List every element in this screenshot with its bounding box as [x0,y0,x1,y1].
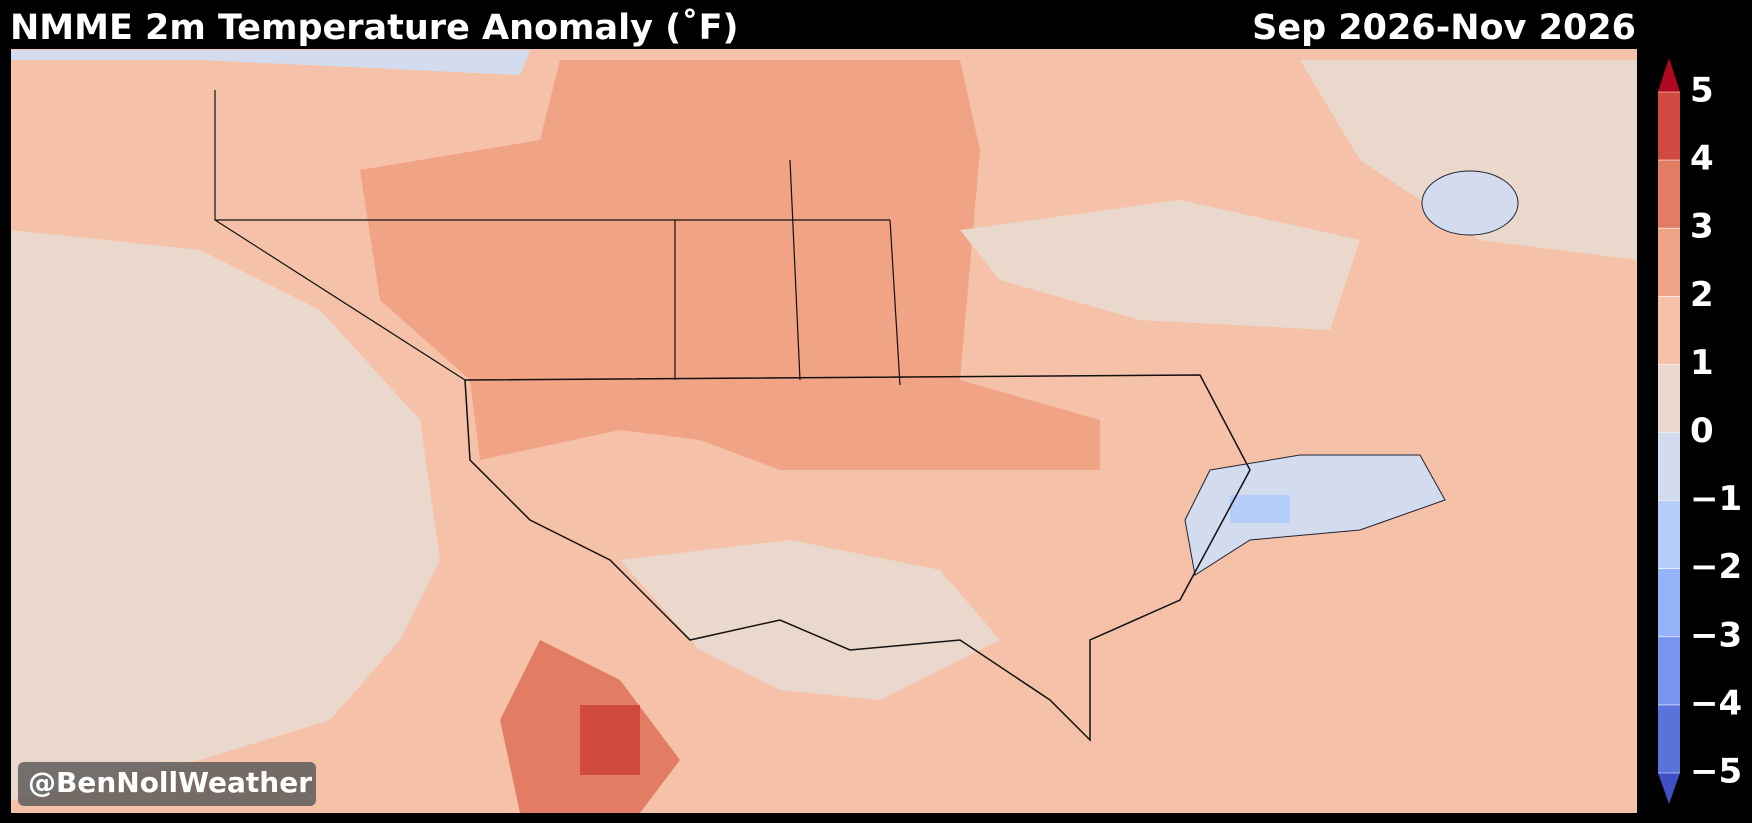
colorbar-tick-label: 5 [1690,71,1714,111]
colorbar-tick-label: 3 [1690,207,1714,247]
colorbar-bin [1658,636,1680,705]
arctic-cool-region [11,50,530,75]
period: Sep 2026-Nov 2026 [1252,8,1636,48]
ice-region [1421,170,1519,236]
colorbar-bin [1658,500,1680,569]
atlantic-cold-spot [1230,495,1290,523]
watermark: @BenNollWeather [28,766,312,799]
map: @BenNollWeather [11,49,1637,813]
colorbar-tick-label: −2 [1690,547,1742,587]
us-outline [464,374,1251,742]
colorbar-bin [1658,296,1680,365]
greenland-region [1300,60,1637,260]
colorbar-tick-label: 1 [1690,343,1714,383]
colorbar-bin [1658,568,1680,637]
watermark-box [18,762,316,806]
colorbar-tick-label: −4 [1690,683,1742,723]
colorbar-tick-label: 4 [1690,139,1714,179]
colorbar-tick-label: −5 [1690,752,1742,792]
colorbar-tick-label: −3 [1690,615,1742,655]
colorbar-bin [1658,92,1680,161]
borders [214,90,901,386]
colorbar-bin [1658,160,1680,229]
atlantic-cool-region [1184,454,1446,576]
title: NMME 2m Temperature Anomaly (˚F) [10,7,739,48]
central-warm-region [360,60,1100,470]
colorbar-tick-label: 0 [1690,411,1714,451]
colorbar-tick-label: 2 [1690,275,1714,315]
colorbar-bin [1658,704,1680,773]
southern-plains-region [620,540,1000,700]
colorbar-bin [1658,432,1680,501]
colorbar: −5 −4 −3 −2 −1 0 1 2 3 4 5 [1658,58,1742,804]
pacific-region [11,230,440,800]
colorbar-extend-high [1658,58,1680,92]
quebec-region [960,200,1360,330]
baja-hot-spot [580,705,640,775]
colorbar-tick-label: −1 [1690,479,1742,519]
colorbar-bin [1658,228,1680,297]
colorbar-bin [1658,364,1680,433]
colorbar-extend-low [1658,773,1680,804]
